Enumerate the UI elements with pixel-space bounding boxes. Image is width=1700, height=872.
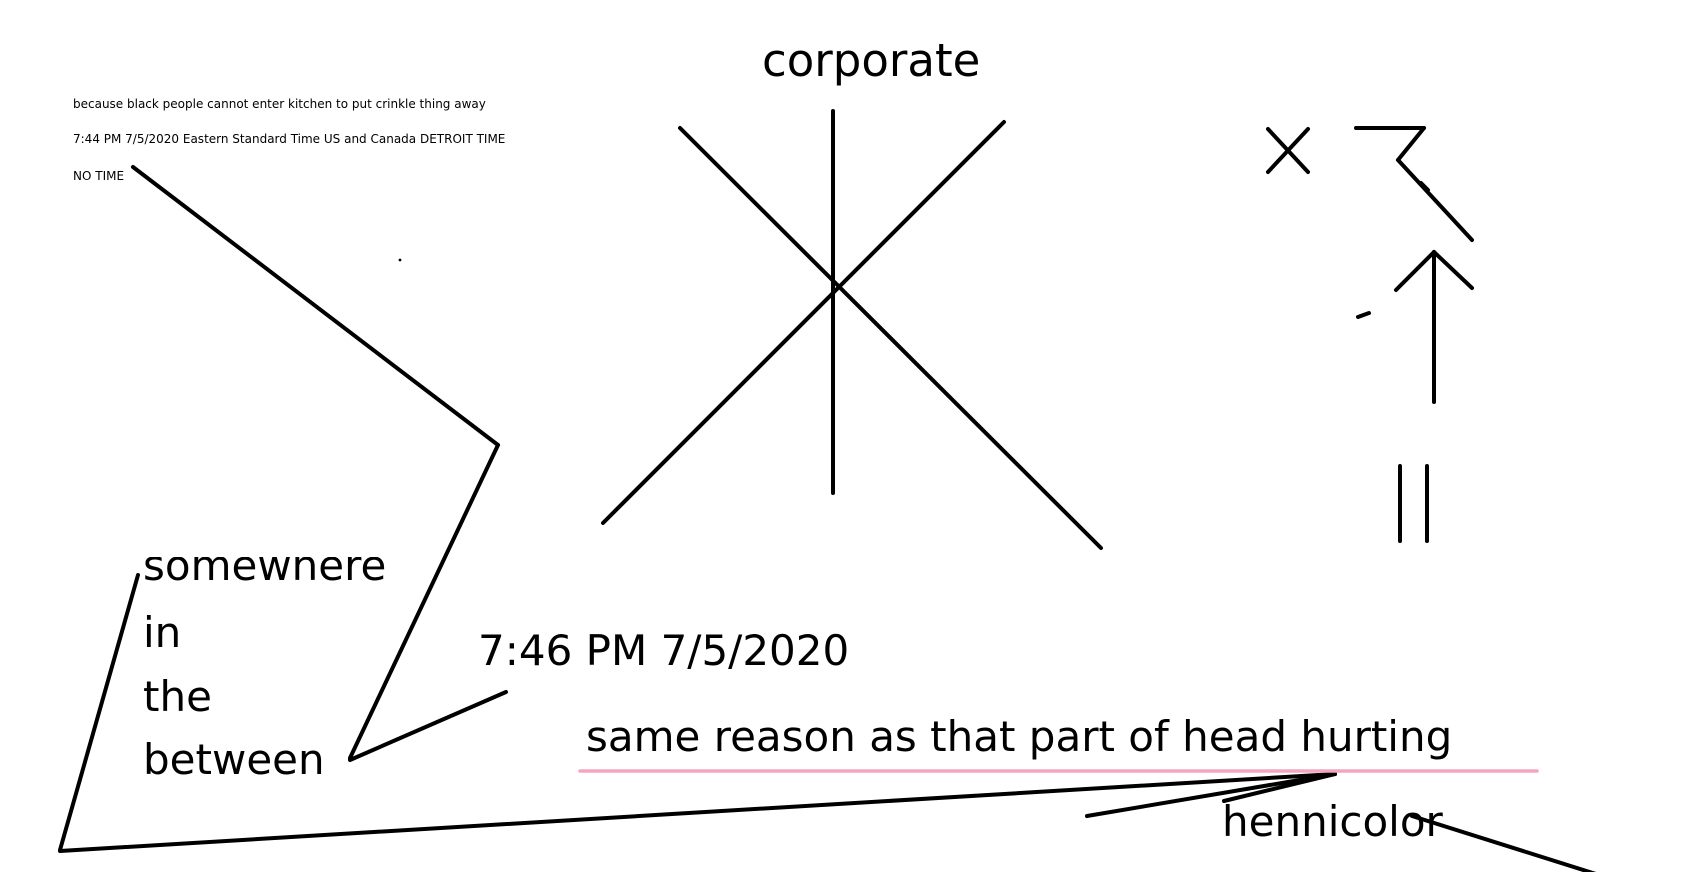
corporate-diagonal-up — [601, 120, 1006, 525]
arrow-left-head — [1394, 250, 1436, 292]
hennicolor-label: hennicolor — [1222, 797, 1443, 846]
somewhere-clip: somewhere — [143, 557, 463, 590]
note-line-2: 7:44 PM 7/5/2020 Eastern Standard Time U… — [73, 132, 506, 146]
timestamp-label: 7:46 PM 7/5/2020 — [478, 626, 850, 675]
tiny-dot — [398, 258, 402, 262]
z-mid — [1396, 126, 1426, 162]
elbow-line — [348, 443, 500, 760]
in-label: in — [143, 608, 182, 657]
the-label: the — [143, 672, 212, 721]
corporate-diagonal-down — [678, 126, 1103, 550]
slash-line — [131, 165, 500, 447]
note-line-3: NO TIME — [73, 169, 125, 183]
small-x-line-2 — [1266, 127, 1310, 174]
z-diagonal — [1396, 158, 1474, 242]
small-dash — [1356, 311, 1371, 319]
between-label: between — [143, 735, 325, 784]
reason-label: same reason as that part of head hurting — [586, 712, 1453, 761]
corporate-label: corporate — [762, 34, 981, 87]
reason-pointer-lower — [1085, 772, 1337, 818]
somewhere-label: somewhere — [143, 557, 387, 590]
left-tall-line — [58, 573, 140, 852]
timestamp-connector — [348, 690, 508, 762]
note-line-1: because black people cannot enter kitche… — [73, 97, 486, 111]
bottom-long-line — [58, 772, 1337, 853]
z-tick — [1419, 181, 1430, 192]
arrow-right-head — [1432, 250, 1474, 290]
lower-right-diagonal — [1410, 814, 1597, 872]
